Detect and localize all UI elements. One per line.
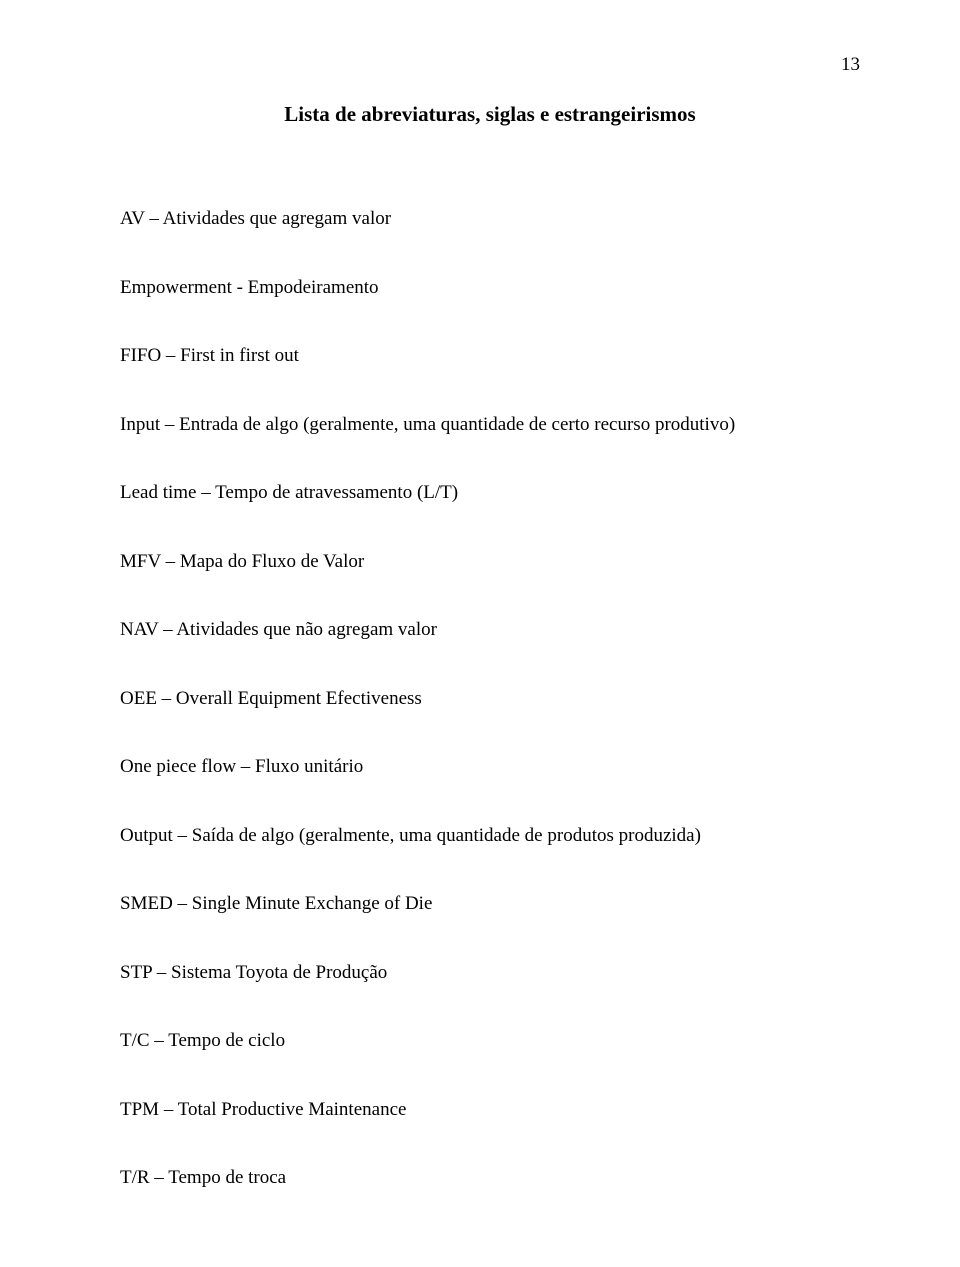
list-item: NAV – Atividades que não agregam valor xyxy=(120,616,860,645)
list-item: STP – Sistema Toyota de Produção xyxy=(120,959,860,988)
list-item: TPM – Total Productive Maintenance xyxy=(120,1096,860,1125)
list-item: Empowerment - Empodeiramento xyxy=(120,274,860,303)
list-item: FIFO – First in first out xyxy=(120,342,860,371)
list-item: SMED – Single Minute Exchange of Die xyxy=(120,890,860,919)
list-item: MFV – Mapa do Fluxo de Valor xyxy=(120,548,860,577)
page-number: 13 xyxy=(841,54,860,76)
list-item: One piece flow – Fluxo unitário xyxy=(120,753,860,782)
page-title: Lista de abreviaturas, siglas e estrange… xyxy=(120,102,860,127)
list-item: Lead time – Tempo de atravessamento (L/T… xyxy=(120,479,860,508)
list-item: Input – Entrada de algo (geralmente, uma… xyxy=(120,411,860,440)
abbreviations-list: AV – Atividades que agregam valor Empowe… xyxy=(120,205,860,1193)
list-item: T/R – Tempo de troca xyxy=(120,1164,860,1193)
list-item: AV – Atividades que agregam valor xyxy=(120,205,860,234)
list-item: OEE – Overall Equipment Efectiveness xyxy=(120,685,860,714)
list-item: Output – Saída de algo (geralmente, uma … xyxy=(120,822,860,851)
list-item: T/C – Tempo de ciclo xyxy=(120,1027,860,1056)
